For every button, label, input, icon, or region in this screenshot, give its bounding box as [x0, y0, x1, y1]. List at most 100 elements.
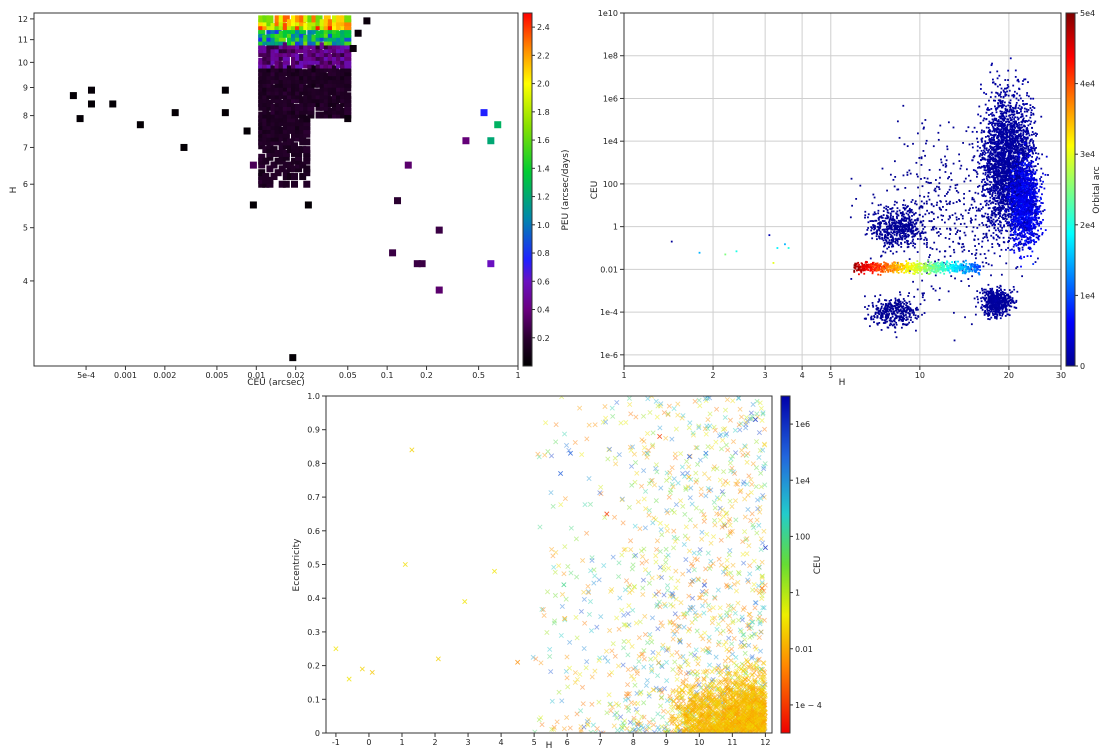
chart2-point: [1007, 150, 1010, 152]
chart1-cell: [274, 65, 282, 73]
chart1-cell: [295, 130, 303, 138]
chart1-cell: [258, 138, 266, 146]
chart2-point: [983, 193, 985, 196]
chart2-point: [1020, 115, 1023, 118]
chart2-point: [907, 224, 909, 226]
chart1-cell: [311, 19, 319, 27]
chart2-point: [1021, 115, 1024, 117]
chart2-point: [1025, 171, 1027, 174]
chart2-point: [985, 204, 987, 207]
chart1-cell: [278, 46, 286, 54]
chart2-point: [1016, 217, 1019, 220]
chart1-cell: [295, 15, 303, 23]
chart2-point: [1011, 122, 1013, 125]
chart2-point: [1010, 222, 1013, 225]
chart2-point: [887, 227, 890, 230]
chart2-point: [882, 220, 885, 223]
chart2-point: [1019, 167, 1022, 169]
chart2-point: [1017, 218, 1020, 220]
chart2-point: [1012, 132, 1015, 135]
chart1-cell: [295, 73, 303, 81]
chart1-cell: [282, 169, 290, 177]
chart2-point: [1033, 133, 1035, 136]
chart2-point: [1009, 116, 1012, 119]
chart1-cell: [344, 96, 352, 104]
chart2-point: [1013, 181, 1016, 184]
chart2-point: [1018, 112, 1020, 114]
chart2-point: [1000, 179, 1003, 182]
chart2-point: [1033, 149, 1036, 152]
chart1-cell: [340, 57, 348, 65]
chart2-point: [1030, 228, 1033, 231]
chart2-point: [871, 232, 873, 235]
chart1-cell: [344, 53, 352, 61]
chart1-cell: [282, 149, 290, 157]
chart2-point: [978, 162, 981, 165]
chart1-cell: [286, 96, 294, 104]
chart2-point: [1031, 173, 1033, 176]
chart1-cell: [354, 29, 362, 37]
chart2-point: [1021, 121, 1024, 124]
chart1-cell: [278, 30, 286, 38]
chart2-point: [1006, 165, 1008, 168]
chart1-cell: [299, 46, 307, 54]
chart1-cell: [319, 80, 327, 88]
chart2-point: [1031, 213, 1034, 216]
chart1-cell: [331, 49, 339, 57]
chart1-cell: [258, 42, 266, 50]
chart2-point: [1007, 79, 1009, 81]
chart2-xtick-label: 20: [1004, 371, 1014, 380]
chart2-point: [1041, 193, 1043, 196]
chart2-point: [926, 209, 928, 212]
chart2-point: [1000, 124, 1003, 126]
chart1-cell: [331, 96, 339, 104]
chart2-point: [1028, 151, 1031, 153]
chart1-cell: [290, 88, 298, 96]
chart2-point: [1041, 232, 1044, 234]
chart2-point: [883, 228, 885, 231]
chart2-point: [995, 213, 998, 216]
chart2-point: [991, 148, 994, 151]
chart2-point: [1005, 172, 1008, 174]
chart1-cell: [319, 76, 327, 84]
chart1-cell: [315, 96, 323, 104]
chart2-point: [1032, 190, 1035, 193]
chart1-cell: [262, 88, 270, 96]
chart2-point: [1008, 131, 1010, 134]
chart2-point: [1022, 225, 1025, 228]
chart2-point: [1023, 191, 1026, 194]
chart1-cell: [295, 134, 303, 142]
chart1-cell: [340, 65, 348, 73]
chart2-point: [1005, 142, 1008, 145]
chart2-point: [1001, 139, 1004, 141]
chart2-point: [1022, 223, 1025, 225]
chart2-point: [1033, 188, 1036, 190]
chart1-cell: [336, 38, 344, 46]
chart2-point: [994, 166, 997, 168]
chart2-point: [998, 204, 1001, 207]
chart1-cell: [311, 34, 319, 42]
chart1-ytick-label: 5: [23, 224, 28, 233]
chart2-point: [984, 158, 987, 161]
chart1-cell: [340, 30, 348, 38]
chart1-cell: [262, 76, 270, 84]
chart2-point: [994, 133, 997, 136]
chart2-point: [1027, 145, 1030, 148]
chart2-point: [1017, 191, 1020, 194]
chart2-point: [1005, 115, 1008, 118]
chart2-point: [1004, 209, 1006, 212]
chart1-cell: [307, 76, 315, 84]
chart2-point: [1027, 192, 1030, 195]
chart2-point: [1002, 163, 1005, 166]
chart2-point: [999, 100, 1001, 103]
chart2-point: [1011, 116, 1014, 119]
chart1-cell: [311, 80, 319, 88]
chart2-point: [1031, 230, 1033, 233]
chart2-point: [983, 146, 986, 149]
chart2-point: [1014, 106, 1017, 109]
chart2-point: [994, 165, 997, 167]
chart2-point: [1012, 110, 1014, 113]
chart1-cell: [278, 149, 286, 157]
chart2-point: [1020, 204, 1023, 206]
chart1-cell: [331, 65, 339, 73]
